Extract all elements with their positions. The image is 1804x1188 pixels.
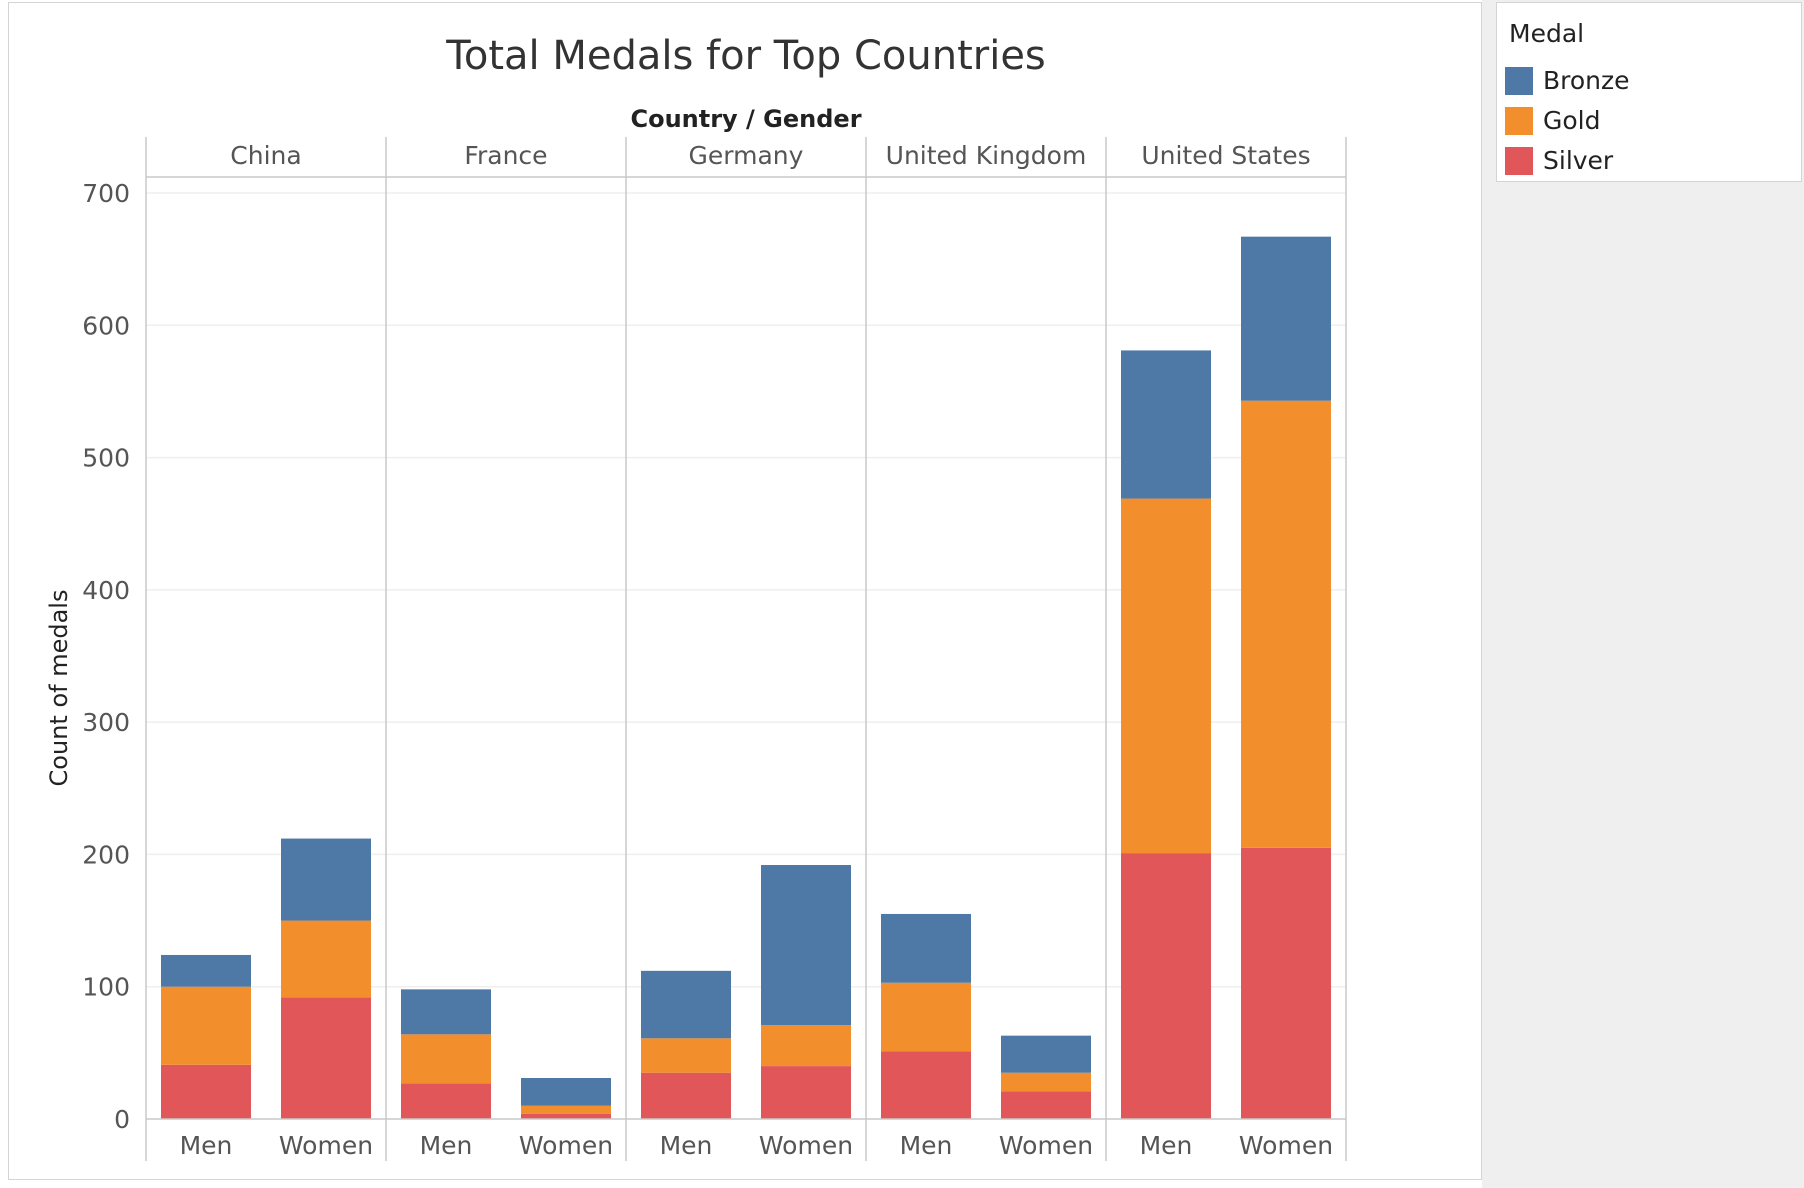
bar-united-states-men-gold xyxy=(1121,498,1211,854)
x-tick-label-china-men: Men xyxy=(180,1131,233,1160)
bar-germany-men-gold xyxy=(641,1038,731,1073)
bar-china-women-silver xyxy=(281,997,371,1119)
bar-germany-men-bronze xyxy=(641,970,731,1039)
legend[interactable]: Medal Bronze Gold Silver xyxy=(1496,2,1802,182)
y-tick-label: 700 xyxy=(82,179,130,208)
group-header-china: China xyxy=(230,141,301,170)
group-header-united-states: United States xyxy=(1141,141,1310,170)
y-tick-label: 200 xyxy=(82,840,130,869)
x-tick-label-germany-women: Women xyxy=(759,1131,853,1160)
bar-united-kingdom-women-gold xyxy=(1001,1072,1091,1092)
bar-united-states-men-silver xyxy=(1121,853,1211,1119)
bar-united-states-women-bronze xyxy=(1241,236,1331,401)
bar-france-men-silver xyxy=(401,1083,491,1119)
bar-united-kingdom-women-bronze xyxy=(1001,1035,1091,1073)
y-tick-label: 600 xyxy=(82,311,130,340)
x-tick-label-united-kingdom-women: Women xyxy=(999,1131,1093,1160)
bar-united-kingdom-men-silver xyxy=(881,1051,971,1119)
legend-label-bronze: Bronze xyxy=(1543,66,1630,95)
bar-france-women-silver xyxy=(521,1113,611,1119)
group-header-germany: Germany xyxy=(689,141,804,170)
bar-united-kingdom-women-silver xyxy=(1001,1091,1091,1119)
bar-france-men-gold xyxy=(401,1034,491,1084)
legend-swatch-silver xyxy=(1505,147,1533,175)
bar-china-women-bronze xyxy=(281,838,371,921)
x-tick-label-united-kingdom-men: Men xyxy=(900,1131,953,1160)
bar-germany-men-silver xyxy=(641,1072,731,1119)
y-tick-label: 0 xyxy=(114,1105,130,1134)
y-tick-label: 300 xyxy=(82,708,130,737)
bar-united-kingdom-men-gold xyxy=(881,982,971,1052)
bar-united-kingdom-men-bronze xyxy=(881,913,971,983)
bar-united-states-women-silver xyxy=(1241,847,1331,1119)
stacked-bar-chart: Total Medals for Top Countries Country / … xyxy=(45,33,1347,1161)
bar-france-men-bronze xyxy=(401,989,491,1035)
legend-label-gold: Gold xyxy=(1543,106,1601,135)
legend-title: Medal xyxy=(1509,19,1585,48)
bar-united-states-women-gold xyxy=(1241,400,1331,848)
column-header-label: Country / Gender xyxy=(630,105,861,133)
y-tick-label: 100 xyxy=(82,973,130,1002)
bar-germany-women-silver xyxy=(761,1066,851,1119)
x-tick-label-france-men: Men xyxy=(420,1131,473,1160)
x-tick-label-united-states-men: Men xyxy=(1140,1131,1193,1160)
y-axis-label: Count of medals xyxy=(45,590,73,787)
bar-united-states-men-bronze xyxy=(1121,350,1211,499)
x-tick-label-united-states-women: Women xyxy=(1239,1131,1333,1160)
legend-swatch-bronze xyxy=(1505,67,1533,95)
x-tick-label-china-women: Women xyxy=(279,1131,373,1160)
bar-germany-women-gold xyxy=(761,1025,851,1067)
bar-china-men-gold xyxy=(161,986,251,1065)
y-tick-label: 400 xyxy=(82,576,130,605)
group-header-france: France xyxy=(464,141,547,170)
bar-germany-women-bronze xyxy=(761,865,851,1026)
legend-swatch-gold xyxy=(1505,107,1533,135)
bar-france-women-bronze xyxy=(521,1077,611,1106)
bar-china-women-gold xyxy=(281,920,371,998)
bar-france-women-gold xyxy=(521,1105,611,1114)
bar-china-men-silver xyxy=(161,1064,251,1119)
chart-panel: Total Medals for Top Countries Country / … xyxy=(8,2,1482,1180)
right-sidebar xyxy=(1482,0,1804,1188)
chart-title: Total Medals for Top Countries xyxy=(445,33,1046,79)
bar-china-men-bronze xyxy=(161,954,251,987)
x-tick-label-france-women: Women xyxy=(519,1131,613,1160)
x-tick-label-germany-men: Men xyxy=(660,1131,713,1160)
y-tick-label: 500 xyxy=(82,444,130,473)
group-header-united-kingdom: United Kingdom xyxy=(886,141,1087,170)
legend-label-silver: Silver xyxy=(1543,146,1614,175)
